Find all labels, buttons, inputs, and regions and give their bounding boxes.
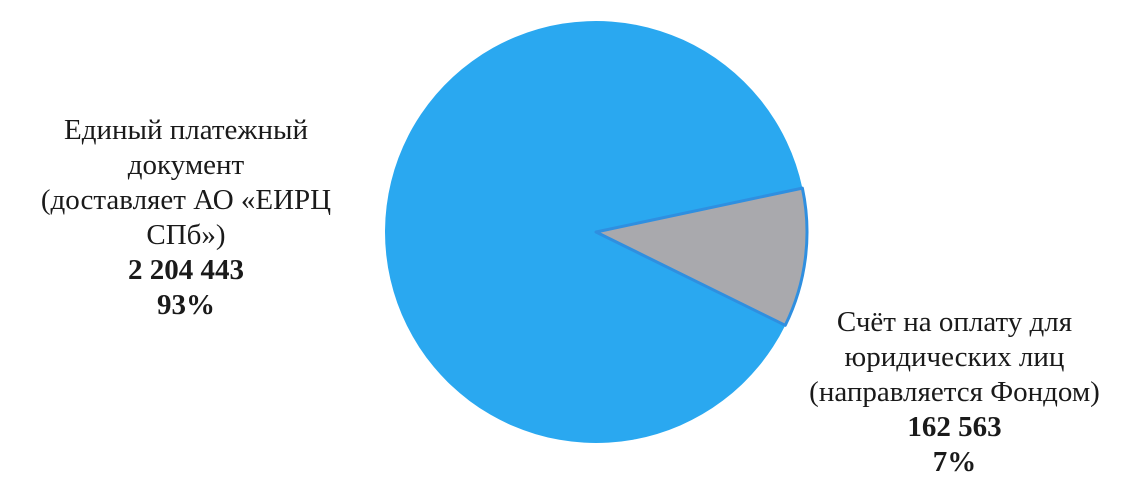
slice-label-unified-payment-document: Единый платежный документ (доставляет АО… <box>0 113 372 323</box>
label-line: Единый платежный <box>64 114 308 146</box>
label-line: (доставляет АО «ЕИРЦ <box>40 184 332 216</box>
slice-percent: 7% <box>932 446 977 478</box>
slice-value: 162 563 <box>907 411 1002 443</box>
pie-slice <box>385 21 803 444</box>
slice-percent: 93% <box>157 289 215 321</box>
slice-label-invoice-legal-entities: Счёт на оплату для юридических лиц (напр… <box>776 305 1133 480</box>
label-line: (направляется Фондом) <box>809 376 1100 408</box>
label-line: СПб») <box>146 219 226 251</box>
slice-value: 2 204 443 <box>128 254 244 286</box>
label-line: юридических лиц <box>844 341 1065 373</box>
label-line: документ <box>127 149 245 181</box>
pie-slice <box>594 186 809 327</box>
pie-slices <box>385 21 809 444</box>
label-line: Счёт на оплату для <box>836 306 1073 338</box>
